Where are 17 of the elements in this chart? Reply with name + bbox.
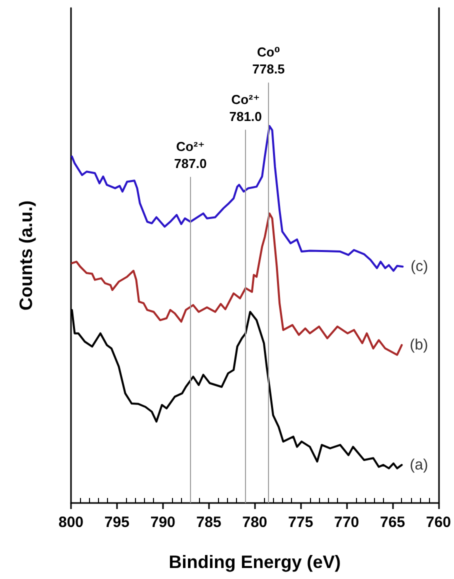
x-axis-title: Binding Energy (eV) [168,552,341,572]
x-tick-label: 790 [150,514,176,531]
x-tick-label: 760 [426,514,451,531]
y-axis-title: Counts (a.u.) [16,200,36,310]
x-tick-label: 770 [334,514,360,531]
x-tick-label: 780 [242,514,268,531]
x-tick-label: 785 [196,514,222,531]
x-tick-label: 800 [58,514,84,531]
series-label: (c) [410,258,428,276]
series-label: (b) [410,336,428,354]
ref-line-label: Co⁰ 778.5 [252,44,285,77]
series-label: (a) [410,456,428,474]
x-tick-label: 765 [380,514,406,531]
ref-line-label: Co²⁺ 787.0 [174,138,207,171]
ref-line-label: Co²⁺ 781.0 [229,92,262,124]
x-tick-label: 795 [104,514,130,531]
x-tick-label: 775 [288,514,314,531]
